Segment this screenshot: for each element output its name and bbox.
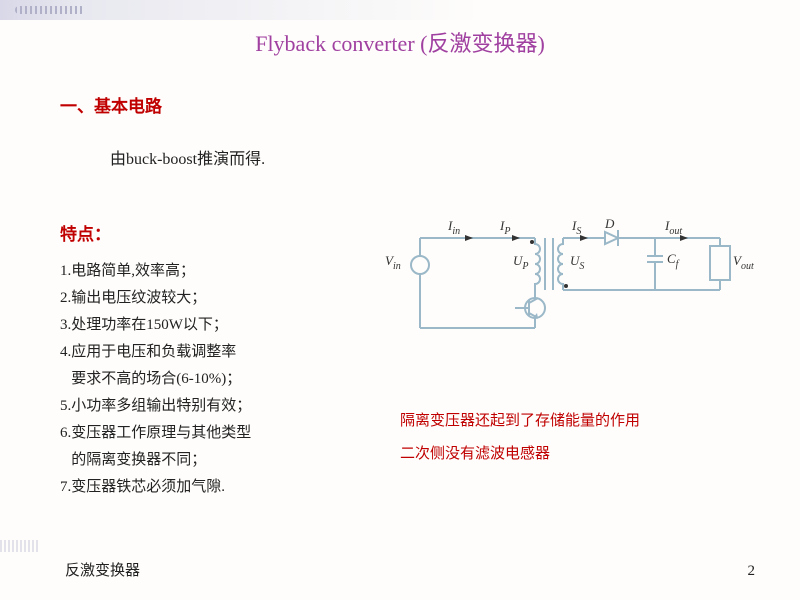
feature-item: 2.输出电压纹波较大； xyxy=(60,285,251,312)
note-line: 二次侧没有滤波电感器 xyxy=(400,438,640,471)
feature-item: 5.小功率多组输出特别有效； xyxy=(60,393,251,420)
circuit-diagram: Vin Iin IP UP IS US D Iout Cf Vout xyxy=(380,210,760,340)
note-line: 隔离变压器还起到了存储能量的作用 xyxy=(400,405,640,438)
side-notes: 隔离变压器还起到了存储能量的作用 二次侧没有滤波电感器 xyxy=(400,405,640,471)
svg-text:Vout: Vout xyxy=(733,253,754,272)
svg-text:Iin: Iin xyxy=(447,218,460,237)
page-title: Flyback converter (反激变换器) xyxy=(0,26,800,58)
section-heading: 一、基本电路 xyxy=(60,92,162,117)
svg-text:D: D xyxy=(604,216,615,231)
svg-text:Iout: Iout xyxy=(664,218,682,237)
footer-title: 反激变换器 xyxy=(65,559,140,580)
features-label: 特点： xyxy=(60,220,111,245)
page-number: 2 xyxy=(748,563,756,580)
intro-text: 由buck-boost推演而得. xyxy=(110,145,265,169)
svg-text:Vin: Vin xyxy=(385,253,401,272)
svg-text:UP: UP xyxy=(513,253,529,272)
feature-item: 1.电路简单,效率高； xyxy=(60,258,251,285)
feature-item: 7.变压器铁芯必须加气隙. xyxy=(60,474,251,501)
feature-item: 3.处理功率在150W以下； xyxy=(60,312,251,339)
feature-item: 4.应用于电压和负载调整率 要求不高的场合(6-10%)； xyxy=(60,339,251,393)
features-list: 1.电路简单,效率高； 2.输出电压纹波较大； 3.处理功率在150W以下； 4… xyxy=(60,258,251,501)
feature-item: 6.变压器工作原理与其他类型 的隔离变换器不同； xyxy=(60,420,251,474)
footer-ornament xyxy=(0,540,40,552)
svg-text:IS: IS xyxy=(571,218,581,237)
top-ornament xyxy=(0,0,800,20)
svg-text:Cf: Cf xyxy=(667,251,680,270)
svg-text:IP: IP xyxy=(499,218,510,237)
svg-text:US: US xyxy=(570,253,584,272)
